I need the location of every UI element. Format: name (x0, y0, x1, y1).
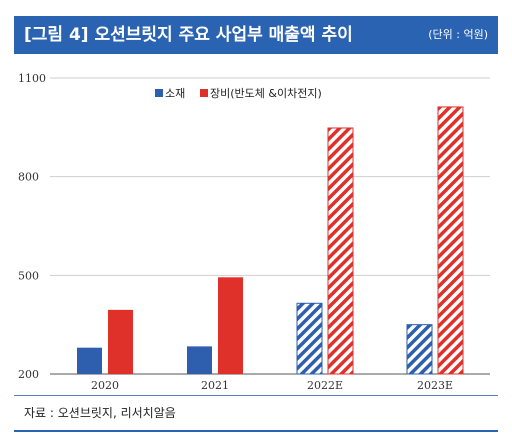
figure-header: [그림 4] 오션브릿지 주요 사업부 매출액 추이 (단위 : 억원) (14, 16, 498, 54)
x-tick-label: 2023E (417, 379, 453, 392)
equipment-bar-2023E (437, 106, 464, 375)
y-tick-label: 200 (18, 368, 39, 381)
materials-bar-2020 (77, 347, 102, 374)
sales-bar-chart: 200 500 800 1100 2020 2021 2022E 2023E 소재 장비(반도… (18, 72, 490, 392)
materials-bar-2022E (296, 302, 323, 375)
unit-label: (단위 : 억원) (428, 28, 488, 41)
materials-bar-2021 (187, 346, 212, 374)
y-tick-label: 500 (18, 269, 39, 282)
legend-label-equipment: 장비(반도체 &이차전지) (210, 87, 322, 100)
x-tick-label: 2021 (201, 379, 229, 392)
source-note: 자료 : 오션브릿지, 리서치알음 (24, 406, 176, 420)
equipment-bar-2022E (327, 127, 354, 375)
footer-divider (14, 395, 498, 396)
legend-swatch-equipment (200, 89, 208, 97)
legend-label-materials: 소재 (165, 87, 185, 100)
equipment-bar-2020 (108, 309, 133, 374)
equipment-bar-2021 (218, 277, 243, 374)
y-tick-label: 800 (18, 171, 39, 184)
materials-bar-2023E (406, 324, 433, 375)
figure-title: [그림 4] 오션브릿지 주요 사업부 매출액 추이 (24, 25, 353, 45)
legend-swatch-materials (155, 89, 163, 97)
x-tick-label: 2020 (91, 379, 119, 392)
y-tick-label: 1100 (18, 72, 46, 85)
x-tick-label: 2022E (307, 379, 343, 392)
footer-bottom-rule (14, 430, 498, 432)
